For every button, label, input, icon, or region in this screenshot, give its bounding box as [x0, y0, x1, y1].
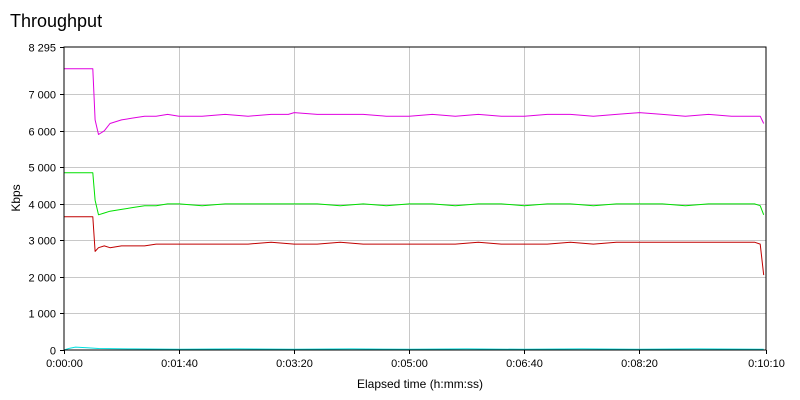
chart-title: Throughput: [10, 11, 103, 31]
y-tick-label: 8 295: [28, 43, 56, 55]
y-axis-label: Kbps: [9, 184, 23, 211]
grid-layer: [64, 47, 766, 350]
y-tick-label: 3 000: [28, 236, 56, 248]
x-tick-label: 0:08:20: [621, 358, 658, 370]
y-tick-label: 1 000: [28, 309, 56, 321]
series-layer: [63, 68, 765, 351]
series-line-1: [64, 172, 765, 216]
x-tick-label: 0:05:00: [391, 358, 428, 370]
series-line-3: [63, 346, 764, 351]
y-tick-label: 0: [50, 346, 56, 358]
plot-area: [64, 47, 766, 350]
x-axis-label: Elapsed time (h:mm:ss): [357, 377, 483, 391]
x-tick-label: 0:06:40: [506, 358, 543, 370]
plot-frame: [63, 46, 767, 351]
y-tick-label: 5 000: [28, 163, 56, 175]
y-tick-label: 4 000: [28, 200, 56, 212]
tick-layer: 0 1 000 2 000 3 000 4 000 5 000 6 000 7 000 8 29…: [28, 43, 784, 371]
y-tick-label: 2 000: [28, 273, 56, 285]
y-tick-label: 6 000: [28, 127, 56, 139]
axis-layer: [63, 46, 767, 351]
x-tick-label: 0:00:00: [46, 358, 83, 370]
y-tick-label: 7 000: [28, 90, 56, 102]
series-line-0: [64, 68, 765, 135]
x-tick-label: 0:10:10: [748, 358, 785, 370]
x-tick-label: 0:01:40: [161, 358, 198, 370]
x-tick-label: 0:03:20: [276, 358, 313, 370]
series-line-2: [64, 216, 765, 276]
